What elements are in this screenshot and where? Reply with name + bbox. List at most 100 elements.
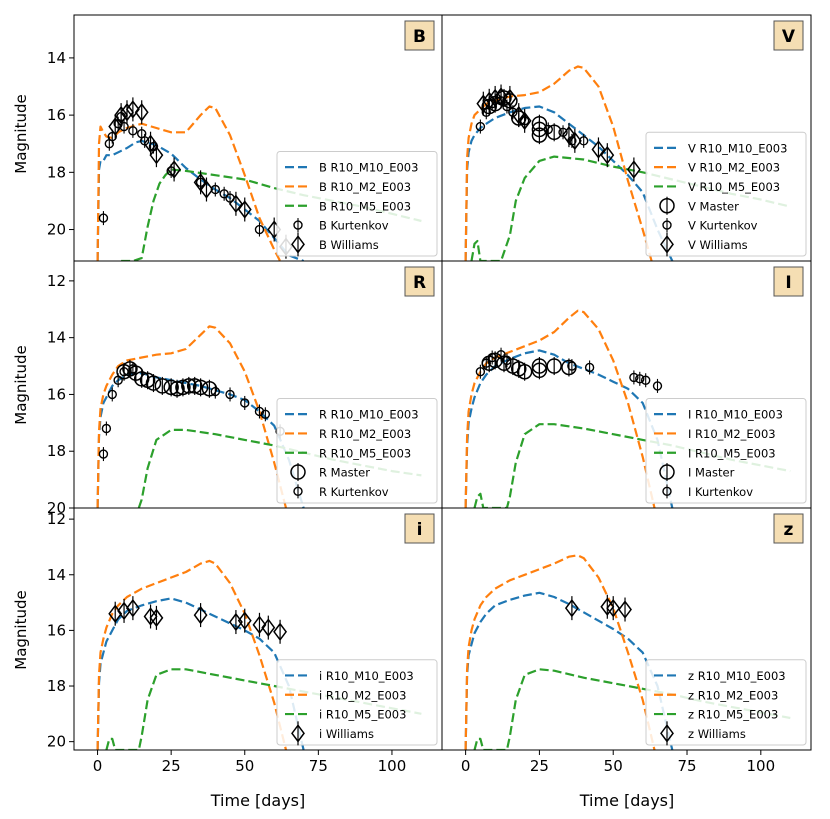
data-point (546, 358, 562, 374)
band-label: B (413, 27, 426, 47)
legend-marker (660, 235, 674, 254)
data-point (143, 607, 158, 626)
data-point (134, 103, 149, 122)
legend-label: B R10_M2_E003 (319, 180, 411, 194)
legend-label: R Kurtenkov (319, 485, 389, 499)
legend: B R10_M10_E003 B R10_M2_E003 B R10_M5_E003… (276, 151, 438, 257)
legend-label: z R10_M2_E003 (688, 688, 778, 702)
x-tick-label: 50 (235, 757, 254, 775)
data-point (496, 349, 506, 360)
legend-marker (291, 724, 305, 743)
legend-label: B R10_M5_E003 (319, 199, 411, 213)
data-point (237, 611, 252, 630)
data-point (154, 378, 171, 394)
data-point (640, 375, 651, 385)
y-tick-label: 18 (47, 163, 66, 181)
legend-label: V Williams (688, 238, 748, 252)
data-point (488, 88, 503, 108)
data-point (502, 355, 512, 366)
legend-box (276, 151, 438, 257)
legend-label: V Kurtenkov (688, 219, 758, 233)
data-point (606, 598, 621, 618)
model-curve-m10 (96, 372, 305, 508)
y-tick-label: 14 (47, 566, 66, 584)
data-point (543, 124, 553, 135)
data-point (98, 449, 109, 459)
data-point (618, 600, 632, 619)
model-curve-m2 (464, 65, 653, 261)
legend-marker (660, 724, 674, 743)
legend-label: R R10_M10_E003 (319, 408, 419, 422)
x-axis-label: Time [days] (579, 791, 675, 810)
data-point (254, 406, 265, 417)
y-tick-label: 20 (47, 499, 66, 517)
legend-label: B Kurtenkov (319, 219, 389, 233)
data-point (517, 111, 532, 131)
data-point (626, 160, 641, 179)
legend-marker (662, 220, 672, 230)
data-point (149, 145, 164, 165)
legend-label: R R10_M5_E003 (319, 446, 411, 460)
data-point (502, 88, 517, 108)
data-point (261, 618, 276, 637)
data-point (531, 362, 548, 379)
data-point (635, 374, 645, 384)
legend-label: V R10_M5_E003 (688, 180, 780, 194)
data-point (125, 100, 140, 119)
legend-label: i R10_M5_E003 (319, 708, 406, 722)
data-point (167, 160, 182, 179)
data-point (98, 213, 109, 223)
data-point (125, 598, 140, 618)
data-point (114, 105, 129, 125)
model-curve-m5 (470, 155, 791, 261)
model-curve-m2 (96, 559, 288, 750)
data-point (254, 224, 265, 235)
data-point (600, 145, 615, 165)
data-point (181, 378, 197, 394)
data-point (186, 378, 203, 394)
legend-box (645, 131, 807, 257)
x-tick-label: 25 (162, 757, 181, 775)
data-point (237, 200, 252, 219)
data-point (192, 379, 209, 396)
legend-label: I Kurtenkov (688, 485, 753, 499)
x-tick-label: 100 (746, 757, 775, 775)
data-point (481, 358, 491, 368)
data-point (487, 352, 497, 363)
data-point (149, 608, 164, 628)
data-point (193, 605, 208, 625)
legend-label: R Master (319, 466, 370, 480)
model-curve-m10 (464, 349, 674, 508)
data-point (166, 166, 176, 176)
x-tick-label: 50 (604, 757, 623, 775)
data-point (108, 604, 123, 623)
legend: I R10_M10_E003 I R10_M2_E003 I R10_M5_E003… (645, 398, 807, 504)
data-point (516, 363, 533, 380)
x-tick-label: 100 (378, 757, 407, 775)
y-axis-label: Magnitude (12, 94, 30, 173)
data-point (252, 615, 267, 635)
data-point (128, 364, 138, 374)
legend-marker (293, 220, 303, 230)
legend-label: I Master (688, 466, 735, 480)
data-point (169, 381, 185, 397)
data-point (108, 117, 123, 136)
legend-marker (293, 486, 303, 497)
data-point (120, 103, 134, 122)
data-point (584, 362, 595, 373)
y-axis-label: Magnitude (12, 345, 30, 424)
legend-label: B Williams (319, 238, 379, 252)
data-point (107, 389, 117, 400)
data-point (567, 131, 582, 151)
legend-label: i R10_M2_E003 (319, 688, 406, 702)
data-point (496, 355, 512, 371)
data-point (143, 134, 158, 153)
data-point (101, 423, 112, 434)
y-axis-label: Magnitude (12, 590, 30, 669)
x-tick-label: 25 (530, 757, 549, 775)
legend-label: I R10_M10_E003 (688, 408, 783, 422)
data-point (107, 131, 117, 142)
